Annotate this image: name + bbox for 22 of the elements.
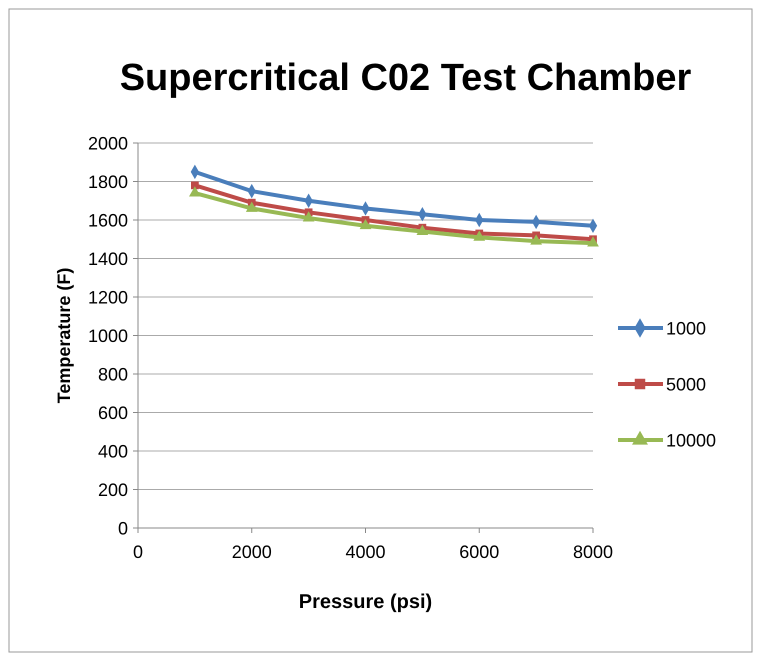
y-tick-label: 400 (98, 441, 128, 462)
y-tick-label: 800 (98, 364, 128, 384)
y-tick-label: 1600 (88, 210, 128, 230)
y-tick-label: 1000 (88, 326, 128, 346)
x-tick-label: 4000 (345, 542, 386, 562)
legend-label: 5000 (666, 374, 706, 394)
x-tick-label: 6000 (459, 542, 500, 562)
x-axis-title: Pressure (psi) (298, 591, 432, 613)
y-tick-label: 1400 (88, 248, 128, 269)
y-tick-label: 600 (98, 402, 128, 423)
x-tick-label: 0 (132, 542, 144, 562)
legend-label: 1000 (666, 318, 706, 338)
y-tick-label: 1800 (88, 172, 128, 192)
legend-label: 10000 (666, 430, 716, 450)
x-tick-label: 8000 (572, 542, 614, 562)
x-tick-label: 2000 (232, 542, 272, 562)
y-tick-label: 1200 (88, 287, 128, 308)
y-tick-label: 2000 (88, 133, 128, 154)
chart-title: Supercritical C02 Test Chamber (120, 57, 692, 99)
y-tick-label: 200 (98, 480, 128, 500)
y-tick-label: 0 (118, 518, 128, 538)
y-axis-title: Temperature (F) (54, 268, 74, 404)
